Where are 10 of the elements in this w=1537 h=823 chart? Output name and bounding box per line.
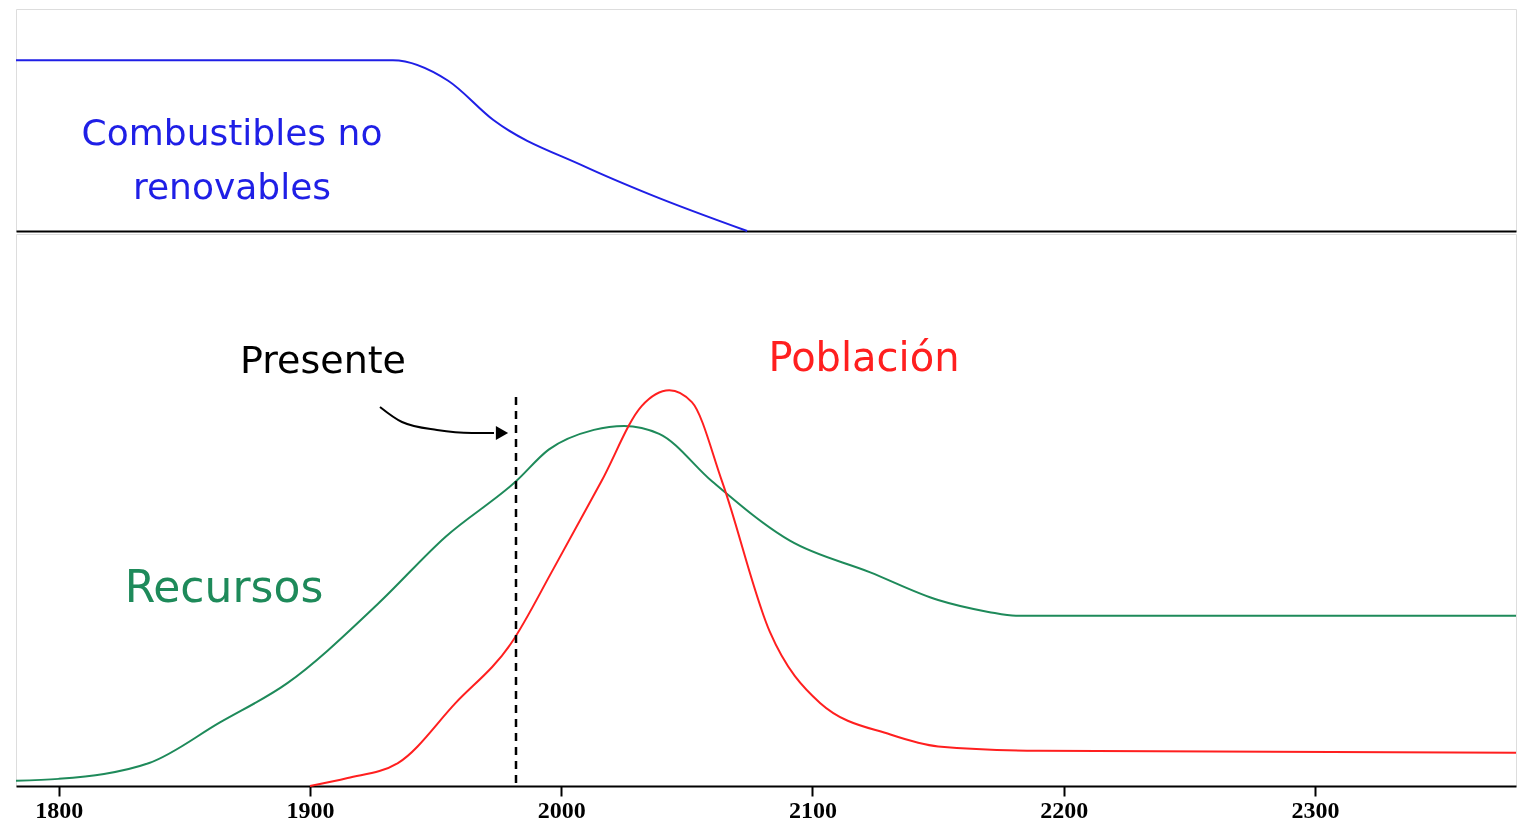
x-tick-label: 2300 xyxy=(1291,796,1340,823)
x-tick-label: 2000 xyxy=(537,796,586,823)
ref-line-label: Presente xyxy=(240,338,406,382)
x-tick-label: 2100 xyxy=(788,796,837,823)
series-label: Población xyxy=(768,334,960,380)
series-label: Recursos xyxy=(124,561,324,612)
x-tick-label: 2200 xyxy=(1040,796,1089,823)
series-label: Combustibles no renovables xyxy=(81,112,383,207)
x-tick-label: 1900 xyxy=(286,796,335,823)
x-tick-label: 1800 xyxy=(35,796,84,823)
